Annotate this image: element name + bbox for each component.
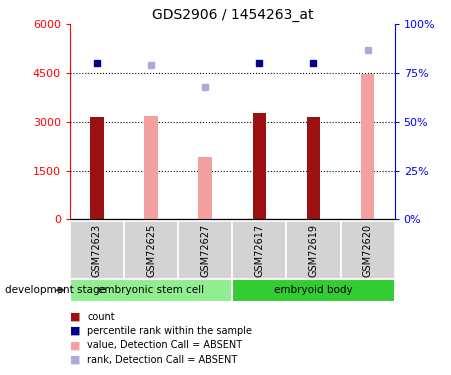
Bar — [70, 221, 124, 279]
Text: ■: ■ — [70, 326, 80, 336]
Bar — [361, 74, 374, 219]
Bar — [198, 157, 212, 219]
Text: GSM72625: GSM72625 — [146, 224, 156, 277]
Bar — [90, 117, 104, 219]
Bar — [253, 113, 266, 219]
Title: GDS2906 / 1454263_at: GDS2906 / 1454263_at — [152, 8, 313, 22]
Text: embryoid body: embryoid body — [274, 285, 353, 295]
Text: development stage: development stage — [5, 285, 106, 295]
Text: GSM72623: GSM72623 — [92, 224, 102, 277]
Text: ■: ■ — [70, 355, 80, 364]
Text: embryonic stem cell: embryonic stem cell — [98, 285, 204, 295]
Bar — [232, 279, 395, 302]
Bar — [307, 117, 320, 219]
Text: GSM72619: GSM72619 — [308, 224, 318, 277]
Text: count: count — [87, 312, 115, 322]
Text: percentile rank within the sample: percentile rank within the sample — [87, 326, 252, 336]
Bar — [70, 279, 232, 302]
Bar — [144, 116, 158, 219]
Text: GSM72627: GSM72627 — [200, 224, 210, 277]
Text: ■: ■ — [70, 340, 80, 350]
Bar — [341, 221, 395, 279]
Bar — [232, 221, 286, 279]
Bar — [286, 221, 341, 279]
Text: ■: ■ — [70, 312, 80, 322]
Text: GSM72620: GSM72620 — [363, 224, 373, 277]
Text: rank, Detection Call = ABSENT: rank, Detection Call = ABSENT — [87, 355, 237, 364]
Bar — [124, 221, 178, 279]
Bar — [178, 221, 232, 279]
Text: value, Detection Call = ABSENT: value, Detection Call = ABSENT — [87, 340, 242, 350]
Text: GSM72617: GSM72617 — [254, 224, 264, 277]
